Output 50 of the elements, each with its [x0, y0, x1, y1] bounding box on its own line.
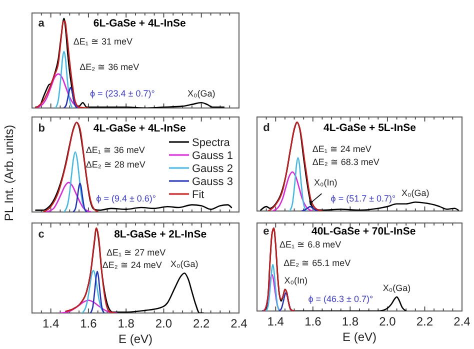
x-axis-title: E (eV)	[342, 330, 377, 344]
annotation: ϕ = (51.7 ± 0.7)°	[330, 194, 396, 204]
legend-label: Gauss 2	[192, 163, 233, 175]
annotation: e	[263, 225, 270, 238]
annotation: ΔE₁ ≅ 24 meV	[312, 144, 372, 154]
annotation: X₀(Ga)	[170, 259, 198, 270]
annotation: ΔE₂ ≅ 36 meV	[80, 62, 140, 72]
x-tick-label: 1.4	[267, 314, 284, 329]
legend-label: Spectra	[192, 137, 231, 149]
x-tick-label: 2.0	[155, 316, 172, 331]
annotation: ΔE₁ ≅ 31 meV	[73, 36, 132, 46]
annotation: X₀(Ga)	[402, 188, 430, 198]
annotation: d	[263, 122, 270, 134]
chart-title: 4L-GaSe + 4L-InSe	[93, 122, 186, 134]
x-axis-title: E (eV)	[118, 332, 153, 346]
annotation: ϕ = (9.4 ± 0.6)°	[96, 194, 156, 204]
annotation: ϕ = (23.4 ± 0.7)°	[90, 88, 156, 99]
annotation: ΔE₁ ≅ 36 meV	[86, 145, 145, 156]
annotation: ϕ = (46.3 ± 0.7)°	[308, 294, 374, 304]
x-tick-label: 2.4	[454, 314, 471, 329]
annotation: X₀(Ga)	[382, 282, 411, 293]
annotation: ΔE₁ ≅ 6.8 meV	[280, 240, 342, 250]
legend-label: Fit	[192, 189, 204, 201]
legend-label: Gauss 3	[192, 176, 233, 188]
annotation: ΔE₁ ≅ 27 meV	[106, 247, 166, 258]
x-tick-label: 1.6	[304, 314, 322, 329]
x-tick-label: 1.8	[118, 316, 135, 331]
chart-title: 4L-GaSe + 5L-InSe	[324, 122, 416, 134]
x-tick-label: 2.0	[379, 314, 396, 329]
annotation: X₀(In)	[284, 275, 308, 286]
annotation: ΔE₂ ≅ 28 meV	[86, 159, 146, 170]
annotation: X₀(Ga)	[187, 88, 216, 99]
chart-title: 40L-GaSe + 70L-InSe	[312, 225, 416, 238]
x-tick-label: 2.2	[193, 316, 210, 331]
x-tick-label: 2.4	[230, 316, 248, 331]
annotation: ΔE₂ ≅ 65.1 meV	[284, 258, 351, 268]
annotation: ΔE₂ ≅ 24 meV	[102, 260, 162, 270]
y-axis-title: PL Int. (Arb. units)	[2, 124, 16, 222]
x-tick-label: 1.8	[342, 314, 359, 329]
x-tick-label: 1.6	[80, 316, 98, 331]
chart-title: 6L-GaSe + 4L-InSe	[93, 17, 186, 30]
annotation: c	[38, 228, 44, 240]
x-tick-label: 2.2	[416, 314, 434, 329]
annotation: b	[38, 122, 46, 134]
legend-label: Gauss 1	[192, 150, 233, 162]
annotation: a	[38, 17, 46, 30]
annotation: ΔE₂ ≅ 68.3 meV	[312, 156, 380, 167]
chart-title: 8L-GaSe + 2L-InSe	[114, 228, 207, 240]
annotation: X₀(In)	[314, 178, 338, 188]
x-tick-label: 1.4	[42, 316, 60, 331]
